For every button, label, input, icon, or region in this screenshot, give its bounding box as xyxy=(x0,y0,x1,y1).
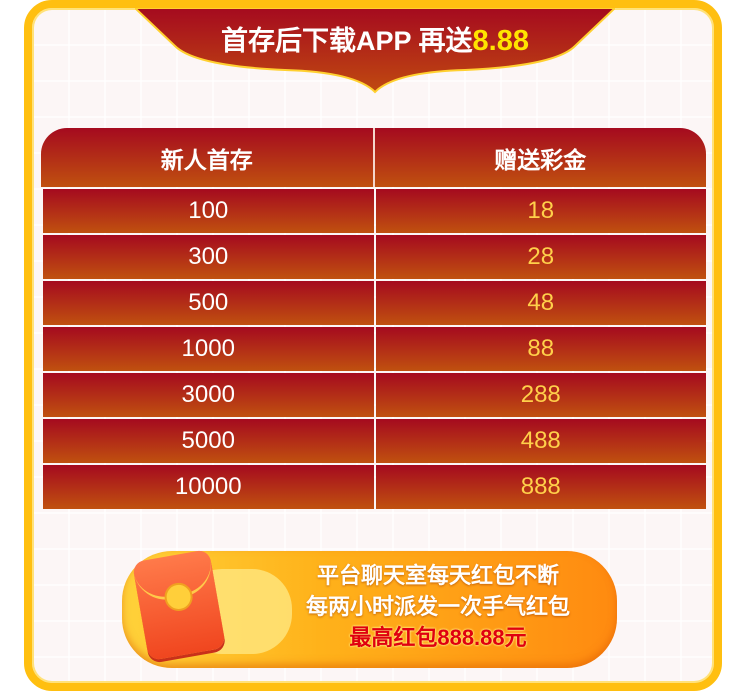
table-row: 1000 88 xyxy=(41,327,706,371)
header-bonus: 赠送彩金 xyxy=(494,146,587,173)
deposit-cell: 100 xyxy=(43,189,374,233)
promo-line-2: 每两小时派发一次手气红包 xyxy=(305,594,570,619)
deposit-cell: 3000 xyxy=(43,373,374,417)
deposit-cell: 1000 xyxy=(43,327,374,371)
bonus-cell: 288 xyxy=(375,373,706,417)
promo-line-1: 平台聊天室每天红包不断 xyxy=(316,563,559,588)
bonus-cell: 18 xyxy=(375,189,706,233)
deposit-cell: 500 xyxy=(43,281,374,325)
table-row: 3000 288 xyxy=(41,373,706,417)
banner-title-text: 首存后下载APP 再送 xyxy=(221,26,473,56)
title-banner: 首存后下载APP 再送8.88 xyxy=(135,8,615,94)
banner-title: 首存后下载APP 再送8.88 xyxy=(135,19,615,58)
table-row: 100 18 xyxy=(41,189,706,233)
table-row: 10000 888 xyxy=(41,465,706,509)
bonus-table: 新人首存 赠送彩金 100 18 300 28 500 48 1000 88 3000 288 50… xyxy=(41,128,706,509)
banner-ribbon xyxy=(135,8,615,94)
table-row: 500 48 xyxy=(41,281,706,325)
header-deposit: 新人首存 xyxy=(41,128,375,187)
promo-line-3: 最高红包888.88元 xyxy=(349,625,527,650)
banner-amount: 8.88 xyxy=(472,25,529,57)
bonus-cell: 48 xyxy=(375,281,706,325)
deposit-cell: 5000 xyxy=(43,419,374,463)
promo-text: 平台聊天室每天红包不断 每两小时派发一次手气红包 最高红包888.88元 xyxy=(288,560,588,653)
bonus-cell: 488 xyxy=(375,419,706,463)
deposit-cell: 300 xyxy=(43,235,374,279)
deposit-cell: 10000 xyxy=(43,465,374,509)
table-header: 新人首存 赠送彩金 xyxy=(41,128,706,187)
bonus-cell: 888 xyxy=(375,465,706,509)
table-row: 5000 488 xyxy=(41,419,706,463)
bonus-cell: 28 xyxy=(375,235,706,279)
bonus-cell: 88 xyxy=(375,327,706,371)
table-row: 300 28 xyxy=(41,235,706,279)
